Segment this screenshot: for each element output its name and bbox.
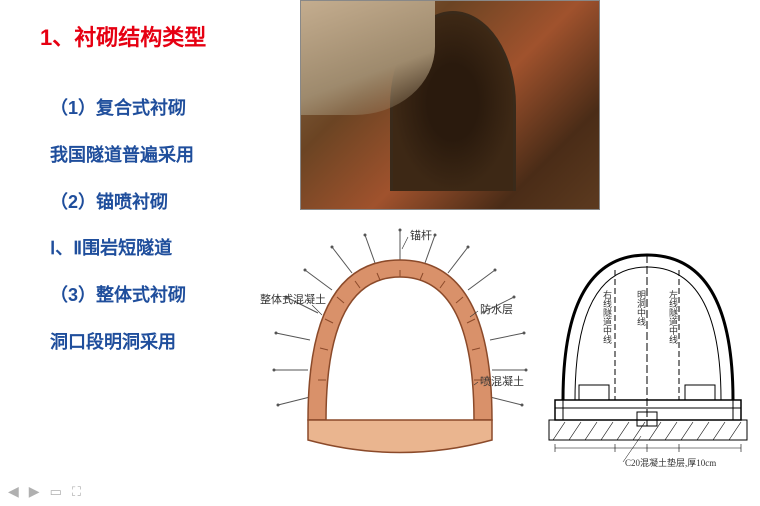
label-right-centerline: 右线隧道中线 (602, 289, 612, 344)
label-bedding-note: C20混凝土垫层,厚10cm (625, 457, 716, 468)
invert-slab (308, 420, 492, 453)
item-3: （3）整体式衬砌 (50, 272, 280, 319)
label-left-centerline: 左线隧道中线 (668, 289, 678, 344)
content-list: （1）复合式衬砌 我国隧道普遍采用 （2）锚喷衬砌 Ⅰ、Ⅱ围岩短隧道 （3）整体… (50, 85, 280, 366)
label-waterproof: 防水层 (480, 302, 513, 316)
composite-lining-diagram: 锚杆 整体式混凝土 防水层 喷混凝土 (260, 225, 540, 485)
item-3-desc: 洞口段明洞采用 (50, 319, 280, 366)
label-integral: 整体式混凝土 (260, 292, 326, 306)
screen-mode-icon[interactable]: ▭ (50, 484, 62, 500)
slide-nav-controls: ◀ ▶ ▭ ⛶ (8, 483, 81, 500)
fullscreen-icon[interactable]: ⛶ (72, 484, 81, 500)
item-2: （2）锚喷衬砌 (50, 179, 280, 226)
open-cut-tunnel-diagram: 右线隧道中线 明洞中线 左线隧道中线 C20混凝土垫层,厚10cm (545, 240, 750, 470)
label-shotcrete: 喷混凝土 (480, 374, 524, 388)
item-1: （1）复合式衬砌 (50, 85, 280, 132)
item-2-desc: Ⅰ、Ⅱ围岩短隧道 (50, 225, 280, 272)
slide-container: 1、衬砌结构类型 （1）复合式衬砌 我国隧道普遍采用 （2）锚喷衬砌 Ⅰ、Ⅱ围岩… (0, 0, 760, 506)
prev-slide-button[interactable]: ◀ (8, 483, 19, 500)
outer-lining (308, 260, 492, 420)
item-1-desc: 我国隧道普遍采用 (50, 132, 280, 179)
next-slide-button[interactable]: ▶ (29, 483, 40, 500)
tunnel-photo (300, 0, 600, 210)
label-anchor: 锚杆 (410, 228, 432, 242)
tunnel-photo-image (300, 0, 600, 210)
label-open-centerline: 明洞中线 (636, 290, 646, 326)
